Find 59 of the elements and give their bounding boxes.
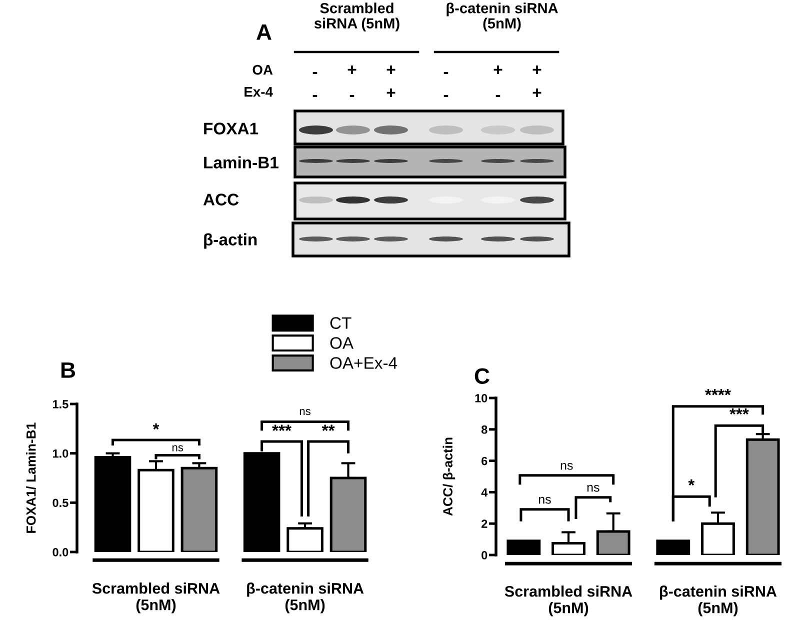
y-tick-label: 6: [482, 456, 488, 466]
text: +: [532, 66, 542, 74]
x-tick-label: Scrambled siRNA (5nM): [92, 582, 220, 614]
y-tick-label: 0: [482, 551, 488, 560]
bar: [506, 540, 541, 555]
y-tick-label: 0.5: [52, 498, 68, 508]
y-tick-label: 0.0: [52, 548, 68, 556]
annotation: *: [688, 479, 695, 486]
text: +: [386, 66, 396, 74]
bar: [656, 540, 690, 555]
y-tick-label: 1.0: [53, 449, 68, 458]
legend-label: OA+Ex-4: [330, 357, 398, 369]
y-axis-title: ACC/ β-actin: [442, 438, 456, 516]
x-tick-label: β-catenin siRNA (5nM): [247, 582, 364, 614]
text: Scrambled siRNA (5nM): [314, 2, 400, 32]
text: +: [494, 66, 502, 74]
text: ****: [705, 389, 731, 396]
text: β-actin: [204, 233, 257, 249]
annotation: ns: [172, 445, 184, 452]
chart-title: C: [474, 368, 490, 384]
text: -: [444, 72, 448, 74]
text: A: [256, 24, 272, 40]
text: -: [312, 72, 318, 74]
annotation: ***: [272, 424, 292, 431]
x-tick-label: Scrambled siRNA (5nM): [504, 586, 632, 616]
annotation: ns: [587, 484, 600, 492]
text: β-catenin siRNA (5nM): [446, 2, 558, 32]
legend-label: OA: [330, 337, 354, 349]
text: +: [348, 66, 356, 74]
annotation: ns: [538, 496, 551, 504]
text: -: [496, 94, 500, 97]
annotation: *: [152, 423, 160, 430]
y-tick-label: 4: [481, 488, 488, 496]
y-tick-label: 2: [482, 520, 488, 528]
annotation: ns: [300, 409, 310, 416]
text: Lamin-B1: [204, 156, 278, 168]
text: +: [532, 88, 542, 97]
y-tick-label: 8: [481, 425, 488, 434]
legend-label: CT: [330, 317, 352, 329]
text: ACC: [203, 194, 239, 206]
y-tick-label: 10: [475, 394, 488, 402]
bar: [94, 456, 132, 552]
y-tick-label: 1.5: [53, 400, 68, 408]
text: -: [350, 94, 354, 97]
bar: [746, 438, 780, 555]
bar: [286, 527, 324, 552]
bar: [180, 466, 218, 552]
text: -: [444, 94, 448, 97]
text: +: [386, 88, 396, 97]
text: Ex-4: [244, 87, 273, 97]
x-tick-label: β-catenin siRNA (5nM): [660, 586, 777, 616]
annotation: ns: [560, 462, 573, 470]
annotation: **: [322, 424, 335, 431]
text: OA: [252, 64, 273, 75]
text: -: [312, 94, 318, 97]
y-axis-title: FOXA1/ Lamin-B1: [26, 422, 36, 533]
annotation: ***: [730, 408, 749, 415]
chart-title: B: [61, 362, 76, 378]
text: FOXA1: [204, 122, 258, 134]
